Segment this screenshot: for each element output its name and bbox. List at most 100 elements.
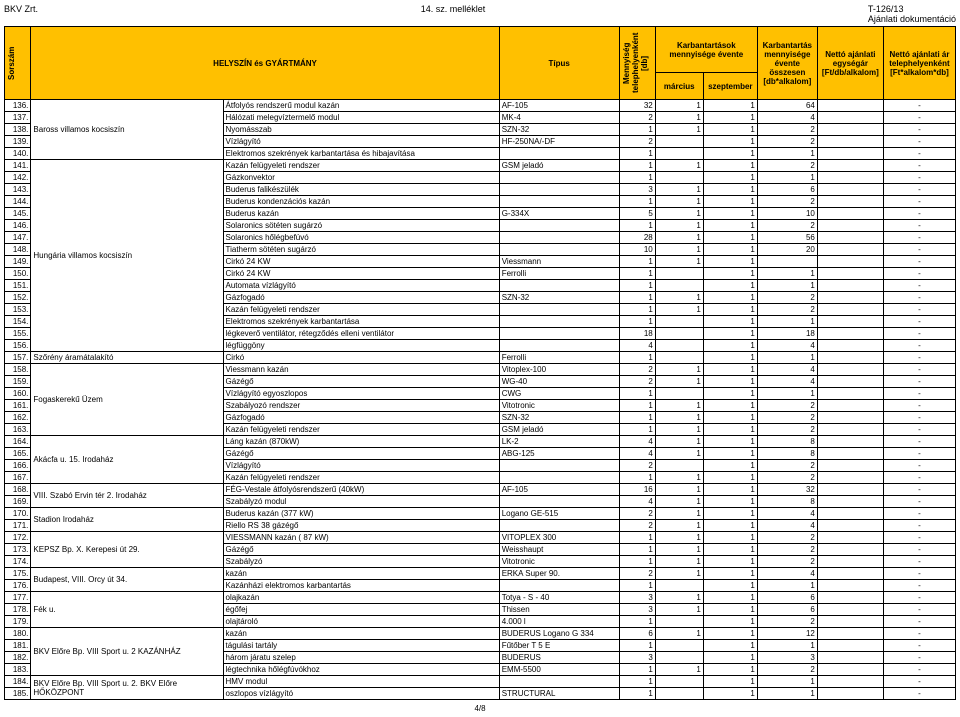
cell-sorszam: 176. xyxy=(5,580,31,592)
cell-desc: oszlopos vízlágyító xyxy=(223,688,499,700)
cell-menny: 1 xyxy=(619,424,655,436)
cell-desc: FÉG-Vestale átfolyósrendszerű (40kW) xyxy=(223,484,499,496)
cell-sorszam: 137. xyxy=(5,112,31,124)
cell-marcius xyxy=(655,652,703,664)
cell-egysegar xyxy=(817,340,883,352)
cell-ar: - xyxy=(883,160,955,172)
table-row: 172.KEPSZ Bp. X. Kerepesi út 29.VIESSMAN… xyxy=(5,532,956,544)
cell-tipus: STRUCTURAL xyxy=(499,688,619,700)
cell-menny: 2 xyxy=(619,568,655,580)
cell-egysegar xyxy=(817,256,883,268)
cell-ar: - xyxy=(883,604,955,616)
table-row: 157.Szőrény áramátalakítóCirkóFerrolli11… xyxy=(5,352,956,364)
cell-desc: Átfolyós rendszerű modul kazán xyxy=(223,100,499,112)
cell-sorszam: 140. xyxy=(5,148,31,160)
cell-sorszam: 170. xyxy=(5,508,31,520)
cell-marcius: 1 xyxy=(655,112,703,124)
cell-sorszam: 152. xyxy=(5,292,31,304)
cell-desc: Cirkó 24 KW xyxy=(223,256,499,268)
th-tipus: Típus xyxy=(499,27,619,100)
cell-egysegar xyxy=(817,484,883,496)
cell-sorszam: 161. xyxy=(5,400,31,412)
cell-menny: 1 xyxy=(619,640,655,652)
cell-menny: 1 xyxy=(619,160,655,172)
cell-egysegar xyxy=(817,496,883,508)
table-row: 170.Stadion IrodaházBuderus kazán (377 k… xyxy=(5,508,956,520)
cell-desc: tágulási tartály xyxy=(223,640,499,652)
cell-ar: - xyxy=(883,400,955,412)
cell-szeptember: 1 xyxy=(703,160,757,172)
cell-szeptember: 1 xyxy=(703,184,757,196)
cell-tipus xyxy=(499,460,619,472)
cell-szeptember: 1 xyxy=(703,172,757,184)
cell-egysegar xyxy=(817,184,883,196)
table-row: 180.BKV Előre Bp. VIII Sport u. 2 KAZÁNH… xyxy=(5,628,956,640)
cell-egysegar xyxy=(817,664,883,676)
cell-sorszam: 159. xyxy=(5,376,31,388)
cell-ar: - xyxy=(883,652,955,664)
cell-osszesen: 4 xyxy=(757,520,817,532)
cell-location: Stadion Irodaház xyxy=(31,508,223,532)
cell-egysegar xyxy=(817,280,883,292)
cell-ar: - xyxy=(883,568,955,580)
cell-sorszam: 185. xyxy=(5,688,31,700)
cell-desc: Kazán felügyeleti rendszer xyxy=(223,424,499,436)
cell-menny: 1 xyxy=(619,688,655,700)
cell-desc: Hálózati melegvíztermelő modul xyxy=(223,112,499,124)
th-szeptember: szeptember xyxy=(703,73,757,100)
cell-egysegar xyxy=(817,508,883,520)
cell-egysegar xyxy=(817,628,883,640)
cell-tipus xyxy=(499,184,619,196)
cell-desc: Elektromos szekrények karbantartása és h… xyxy=(223,148,499,160)
cell-marcius: 1 xyxy=(655,532,703,544)
cell-ar: - xyxy=(883,100,955,112)
cell-sorszam: 142. xyxy=(5,172,31,184)
cell-location: Hungária villamos kocsiszín xyxy=(31,160,223,352)
cell-marcius xyxy=(655,352,703,364)
cell-szeptember: 1 xyxy=(703,460,757,472)
cell-szeptember: 1 xyxy=(703,436,757,448)
cell-desc: Solaronics sötéten sugárzó xyxy=(223,220,499,232)
cell-sorszam: 171. xyxy=(5,520,31,532)
cell-desc: Gázégő xyxy=(223,448,499,460)
cell-menny: 2 xyxy=(619,136,655,148)
cell-ar: - xyxy=(883,340,955,352)
cell-menny: 1 xyxy=(619,280,655,292)
cell-egysegar xyxy=(817,220,883,232)
cell-osszesen: 4 xyxy=(757,340,817,352)
cell-tipus xyxy=(499,232,619,244)
th-mennyiseg: Mennyiség telephelyenként [db] xyxy=(619,27,655,100)
cell-egysegar xyxy=(817,376,883,388)
cell-tipus xyxy=(499,316,619,328)
cell-szeptember: 1 xyxy=(703,472,757,484)
cell-osszesen: 8 xyxy=(757,448,817,460)
cell-tipus xyxy=(499,304,619,316)
cell-marcius xyxy=(655,640,703,652)
cell-desc: Elektromos szekrények karbantartása xyxy=(223,316,499,328)
cell-marcius xyxy=(655,148,703,160)
cell-menny: 18 xyxy=(619,328,655,340)
cell-marcius: 1 xyxy=(655,628,703,640)
cell-egysegar xyxy=(817,688,883,700)
cell-tipus: Ferrolli xyxy=(499,352,619,364)
cell-osszesen: 8 xyxy=(757,436,817,448)
cell-ar: - xyxy=(883,376,955,388)
cell-ar: - xyxy=(883,244,955,256)
cell-ar: - xyxy=(883,196,955,208)
cell-egysegar xyxy=(817,328,883,340)
cell-location: Fogaskerekű Üzem xyxy=(31,364,223,436)
cell-sorszam: 182. xyxy=(5,652,31,664)
cell-tipus: HF-250NA/-DF xyxy=(499,136,619,148)
cell-menny: 1 xyxy=(619,124,655,136)
doc-header-center: 14. sz. melléklet xyxy=(421,4,486,24)
cell-szeptember: 1 xyxy=(703,124,757,136)
cell-desc: légfüggöny xyxy=(223,340,499,352)
cell-osszesen: 64 xyxy=(757,100,817,112)
cell-desc: Kazán felügyeleti rendszer xyxy=(223,472,499,484)
cell-ar: - xyxy=(883,616,955,628)
cell-osszesen: 2 xyxy=(757,220,817,232)
cell-osszesen: 2 xyxy=(757,124,817,136)
cell-egysegar xyxy=(817,520,883,532)
cell-tipus: VITOPLEX 300 xyxy=(499,532,619,544)
cell-egysegar xyxy=(817,532,883,544)
